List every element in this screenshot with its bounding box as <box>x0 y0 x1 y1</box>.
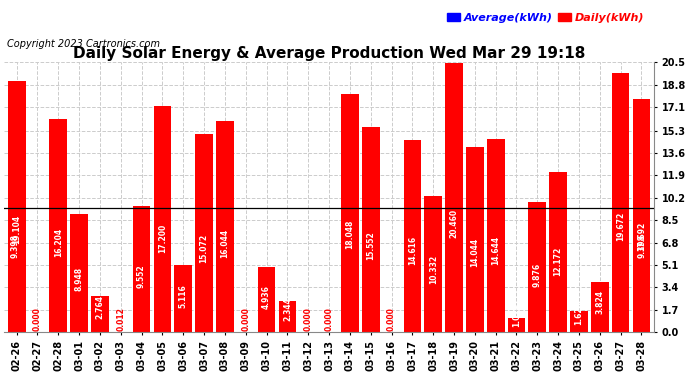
Text: 2.764: 2.764 <box>95 296 104 320</box>
Text: 17.692: 17.692 <box>637 221 646 251</box>
Bar <box>132 206 150 332</box>
Bar <box>633 99 650 332</box>
Text: 14.044: 14.044 <box>471 238 480 267</box>
Bar <box>570 310 588 332</box>
Text: 15.072: 15.072 <box>199 234 208 262</box>
Bar <box>508 318 525 332</box>
Text: 0.000: 0.000 <box>304 308 313 332</box>
Text: 20.460: 20.460 <box>449 209 459 238</box>
Text: 3.824: 3.824 <box>595 291 604 315</box>
Bar <box>404 140 421 332</box>
Text: 9.398: 9.398 <box>11 234 20 258</box>
Text: 18.048: 18.048 <box>346 219 355 249</box>
Text: 5.116: 5.116 <box>179 285 188 309</box>
Bar <box>279 301 296 332</box>
Text: 10.332: 10.332 <box>428 255 437 285</box>
Legend: Average(kWh), Daily(kWh): Average(kWh), Daily(kWh) <box>442 8 649 27</box>
Text: 0.000: 0.000 <box>324 308 333 332</box>
Bar <box>487 139 504 332</box>
Bar <box>612 73 629 332</box>
Text: 16.044: 16.044 <box>220 229 229 258</box>
Text: 2.344: 2.344 <box>283 297 292 321</box>
Bar <box>466 147 484 332</box>
Text: 4.936: 4.936 <box>262 285 271 309</box>
Text: 0.012: 0.012 <box>117 308 126 332</box>
Bar <box>424 196 442 332</box>
Bar <box>445 63 463 332</box>
Bar <box>549 172 567 332</box>
Text: 14.616: 14.616 <box>408 236 417 265</box>
Text: 9.876: 9.876 <box>533 262 542 286</box>
Bar <box>362 127 380 332</box>
Text: 9.552: 9.552 <box>137 264 146 288</box>
Text: 12.172: 12.172 <box>553 247 562 276</box>
Bar <box>154 106 171 332</box>
Text: 19.672: 19.672 <box>616 212 625 242</box>
Bar <box>50 119 67 332</box>
Text: 14.644: 14.644 <box>491 236 500 265</box>
Bar <box>341 94 359 332</box>
Text: 19.104: 19.104 <box>12 215 21 244</box>
Bar <box>195 134 213 332</box>
Text: 1.076: 1.076 <box>512 303 521 327</box>
Text: 16.204: 16.204 <box>54 228 63 257</box>
Text: 17.200: 17.200 <box>158 224 167 253</box>
Text: 1.628: 1.628 <box>575 301 584 325</box>
Bar <box>258 267 275 332</box>
Bar <box>591 282 609 332</box>
Title: Daily Solar Energy & Average Production Wed Mar 29 19:18: Daily Solar Energy & Average Production … <box>73 46 585 61</box>
Bar <box>70 214 88 332</box>
Text: Copyright 2023 Cartronics.com: Copyright 2023 Cartronics.com <box>7 39 160 50</box>
Text: 0.000: 0.000 <box>387 308 396 332</box>
Bar <box>175 265 192 332</box>
Text: 15.552: 15.552 <box>366 232 375 260</box>
Text: 9.398: 9.398 <box>638 234 647 258</box>
Text: 8.948: 8.948 <box>75 267 83 291</box>
Bar <box>91 296 109 332</box>
Text: 0.000: 0.000 <box>33 308 42 332</box>
Text: 0.000: 0.000 <box>241 308 250 332</box>
Bar <box>529 202 546 332</box>
Bar <box>8 81 26 332</box>
Bar <box>216 121 234 332</box>
